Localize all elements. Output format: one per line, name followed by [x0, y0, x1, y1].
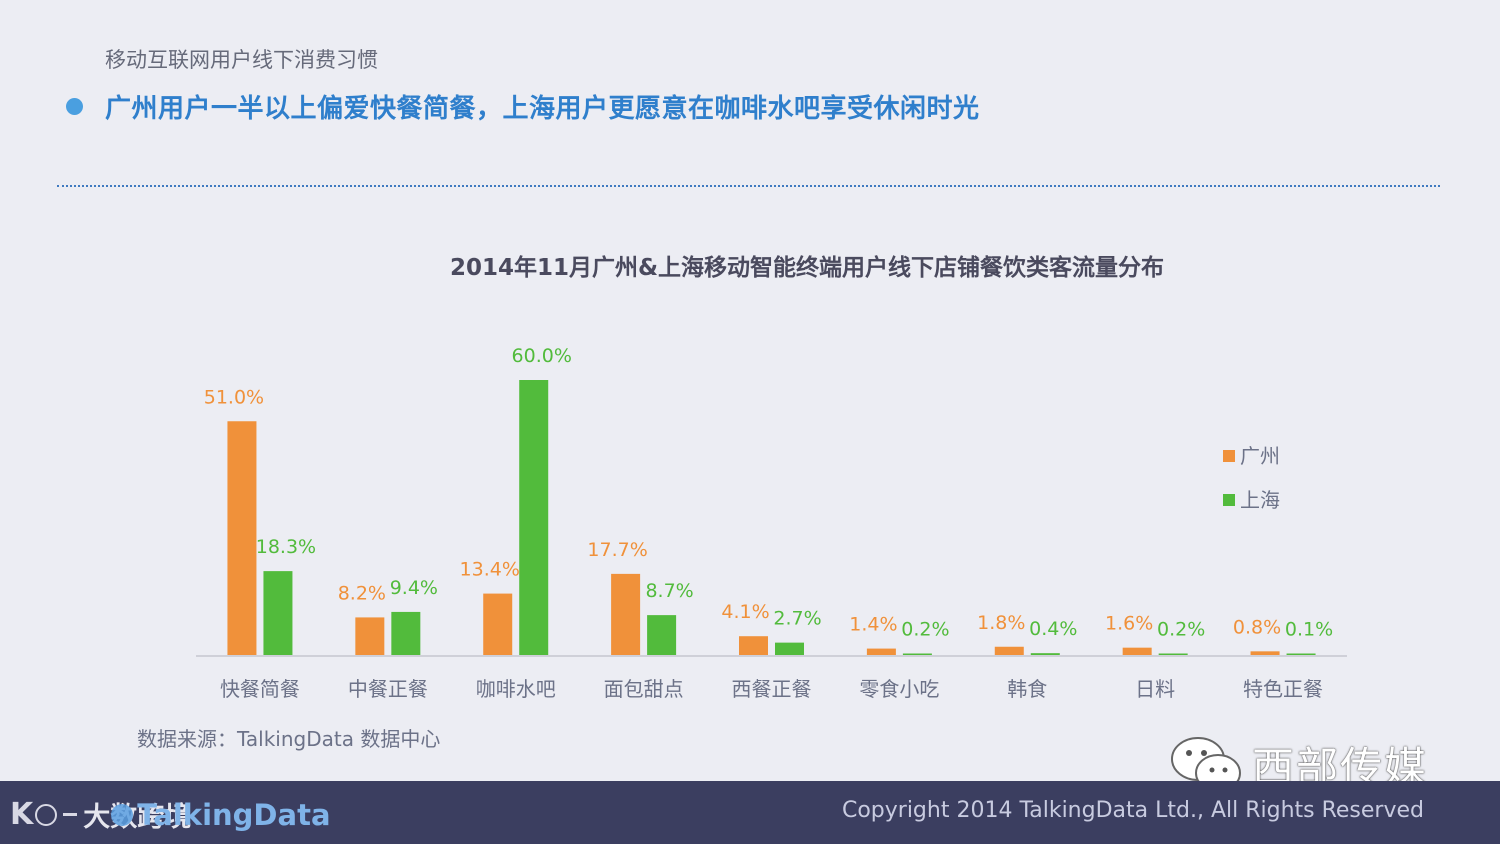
category-label: 快餐简餐 [220, 677, 300, 701]
bar-shanghai [647, 615, 677, 655]
footer-bar: K 大数跨境 TalkingData Copyright 2014 Talkin… [0, 781, 1500, 844]
category-label: 特色正餐 [1243, 677, 1323, 701]
data-label: 13.4% [460, 559, 520, 581]
data-label: 1.6% [1105, 613, 1153, 635]
section-subtitle: 移动互联网用户线下消费习惯 [105, 48, 378, 72]
footer-logo: K 大数跨境 TalkingData [10, 795, 331, 834]
data-label: 4.1% [721, 601, 769, 623]
bar-guangzhou [227, 421, 257, 655]
bar-guangzhou [483, 593, 513, 655]
category-label: 韩食 [1007, 677, 1047, 701]
data-label: 0.4% [1029, 618, 1077, 640]
data-label: 0.2% [1157, 619, 1205, 641]
bar-shanghai [902, 653, 932, 655]
bar-shanghai [775, 642, 804, 655]
legend-swatch-shanghai [1223, 494, 1235, 506]
headline: 广州用户一半以上偏爱快餐简餐，上海用户更愿意在咖啡水吧享受休闲时光 [105, 94, 980, 124]
data-label: 51.0% [204, 386, 264, 408]
bar-chart: 51.0% 18.3% 快餐简餐 8.2% 9.4% 中餐正餐 13.4% 60.0% 咖啡水吧… [196, 345, 1347, 701]
category-label: 西餐正餐 [732, 677, 812, 701]
bar-guangzhou [739, 636, 768, 655]
globe-icon [111, 803, 134, 826]
chart-title: 2014年11月广州&上海移动智能终端用户线下店铺餐饮类客流量分布 [449, 255, 1165, 281]
category-label: 日料 [1135, 677, 1175, 701]
category-label: 中餐正餐 [348, 677, 428, 701]
logo-circle-icon [35, 803, 58, 826]
bar-guangzhou [1250, 651, 1280, 655]
data-label: 8.2% [338, 582, 386, 604]
copyright-text: Copyright 2014 TalkingData Ltd., All Rig… [841, 798, 1424, 823]
bar-shanghai [391, 611, 421, 655]
bar-guangzhou [1122, 647, 1152, 655]
dotted-divider [57, 185, 1440, 187]
legend-label: 广州 [1240, 444, 1280, 468]
data-label: 9.4% [390, 577, 438, 599]
logo-mark: K [10, 797, 33, 832]
logo-dash-icon [63, 813, 78, 816]
bar-shanghai [519, 380, 549, 655]
data-label: 18.3% [256, 536, 316, 558]
data-label: 0.8% [1233, 616, 1281, 638]
data-label: 1.4% [849, 614, 897, 636]
category-label: 面包甜点 [604, 677, 684, 701]
bullet-dot [66, 98, 83, 115]
bar-shanghai [263, 571, 293, 655]
data-label: 0.1% [1285, 619, 1333, 641]
data-source: 数据来源：TalkingData 数据中心 [137, 727, 441, 751]
legend-label: 上海 [1240, 488, 1280, 512]
data-label: 17.7% [587, 539, 647, 561]
bar-shanghai [1158, 653, 1188, 655]
category-label: 咖啡水吧 [476, 677, 556, 701]
talkingdata-logo: TalkingData [111, 797, 331, 832]
bar-shanghai [1286, 653, 1316, 655]
data-label: 60.0% [512, 345, 572, 367]
headline-row: 广州用户一半以上偏爱快餐简餐，上海用户更愿意在咖啡水吧享受休闲时光 [66, 88, 980, 125]
bar-guangzhou [994, 646, 1024, 655]
bar-shanghai [1030, 653, 1060, 655]
category-label: 零食小吃 [859, 677, 939, 701]
bar-guangzhou [355, 617, 385, 655]
data-label: 0.2% [901, 619, 949, 641]
data-label: 2.7% [773, 608, 821, 630]
bar-guangzhou [866, 648, 896, 655]
legend-swatch-guangzhou [1223, 450, 1235, 462]
data-label: 8.7% [645, 580, 693, 602]
bar-guangzhou [611, 573, 641, 655]
logo-brand-text: TalkingData [137, 797, 331, 832]
data-label: 1.8% [977, 612, 1025, 634]
logo-cn-text: 大数跨境 [83, 802, 192, 833]
